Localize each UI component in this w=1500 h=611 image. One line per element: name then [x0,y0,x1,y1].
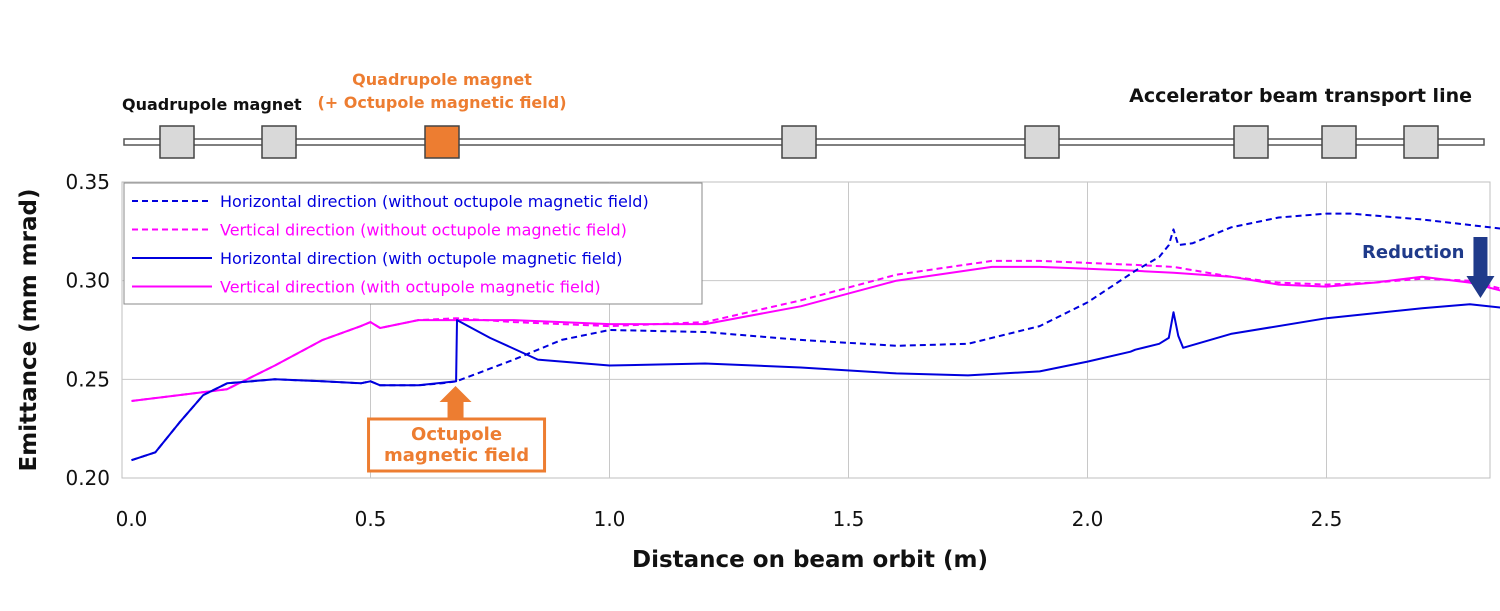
x-tick-label: 1.5 [833,507,865,531]
octupole-magnet-label-line1: Quadrupole magnet [352,70,532,89]
quadrupole-magnet [781,125,817,159]
legend-label: Vertical direction (without octupole mag… [220,221,627,240]
legend-label: Vertical direction (with octupole magnet… [220,278,601,297]
legend-label: Horizontal direction (with octupole magn… [220,249,622,268]
octupole-magnet [424,125,460,159]
quadrupole-magnet [1024,125,1060,159]
octupole-annotation-line1: Octupole [411,424,502,445]
x-tick-label: 1.0 [594,507,626,531]
legend-items: Horizontal direction (without octupole m… [132,192,649,297]
x-tick-labels: 0.0 0.5 1.0 1.5 2.0 2.5 [116,507,1343,531]
octupole-annotation-box [367,417,547,473]
x-tick-label: 0.5 [355,507,387,531]
x-tick-label: 2.5 [1311,507,1343,531]
legend-box [123,182,703,305]
y-tick-label: 0.25 [65,367,110,391]
series-layer [131,212,1500,462]
x-tick-label: 0.0 [116,507,148,531]
series-line-2 [131,259,1500,402]
reduction-down-arrow [1466,237,1495,298]
octupole-annotation: Octupole magnetic field [367,386,547,473]
quadrupole-magnet [1233,125,1269,159]
octupole-magnet-label-line2: (+ Octupole magnetic field) [317,93,566,112]
series-line-3 [131,303,1500,462]
beamline-title: Accelerator beam transport line [1129,85,1472,107]
quadrupole-magnet [1321,125,1357,159]
reduction-annotation: Reduction [1362,237,1495,298]
y-tick-label: 0.35 [65,170,110,194]
reduction-label: Reduction [1362,242,1464,263]
octupole-annotation-line2: magnetic field [384,445,529,466]
y-tick-label: 0.30 [65,269,110,293]
quadrupole-magnet [261,125,297,159]
beamline-diagram: Quadrupole magnet Quadrupole magnet (+ O… [122,70,1485,159]
quadrupole-magnet [159,125,195,159]
quadrupole-label: Quadrupole magnet [122,95,302,114]
legend: Horizontal direction (without octupole m… [123,182,703,305]
y-axis-label: Emittance (mm mrad) [16,189,42,472]
magnet-group [159,125,1439,159]
legend-label: Horizontal direction (without octupole m… [220,192,649,211]
quadrupole-magnet [1403,125,1439,159]
series-line-1 [131,212,1500,462]
octupole-up-arrow [439,386,472,419]
y-tick-label: 0.20 [65,466,110,490]
x-tick-label: 2.0 [1072,507,1104,531]
series-line-4 [131,265,1500,402]
x-axis-label: Distance on beam orbit (m) [632,547,988,573]
y-tick-labels: 0.20 0.25 0.30 0.35 [65,170,110,490]
